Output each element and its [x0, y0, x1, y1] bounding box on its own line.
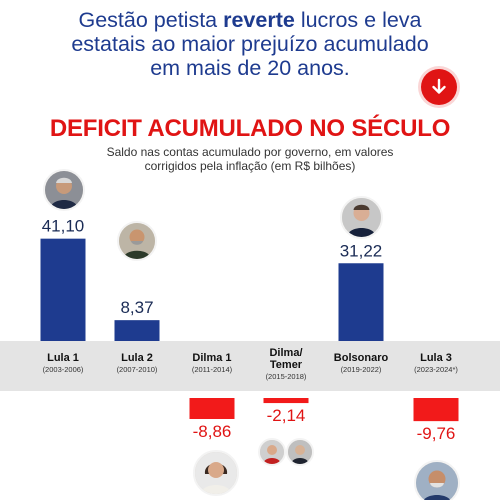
chart-subtitle: Saldo nas contas acumulado por governo, … — [0, 145, 500, 173]
category-label-1: Lula 1 (2003-2006) — [18, 352, 108, 375]
bar-5 — [338, 263, 384, 341]
category-label-2: Lula 2 (2007-2010) — [92, 352, 182, 375]
category-period: (2019-2022) — [340, 365, 382, 374]
category-name: Lula 2 — [121, 352, 153, 364]
avatar-bolsonaro — [340, 196, 383, 239]
category-name: Temer — [269, 359, 303, 371]
headline: Gestão petista reverte lucros e leva est… — [0, 8, 500, 80]
avatar-lula-2 — [117, 221, 157, 261]
value-label-5: 31,22 — [340, 241, 383, 260]
category-label-5: Bolsonaro (2019-2022) — [316, 352, 406, 375]
category-period: (2015-2018) — [265, 372, 307, 381]
avatar-dilma — [193, 450, 239, 496]
category-period: (2003-2006) — [42, 365, 84, 374]
value-label-1: 41,10 — [42, 217, 85, 236]
category-label-3: Dilma 1 (2011-2014) — [167, 352, 257, 375]
headline-line-3: em mais de 20 anos. — [150, 56, 350, 80]
value-label-4: -2,14 — [267, 406, 306, 425]
category-name: Lula 1 — [47, 352, 79, 364]
headline-emphasis: reverte — [223, 8, 295, 32]
category-period: (2011-2014) — [191, 365, 233, 374]
avatar-lula-3 — [414, 460, 460, 500]
bar-3 — [189, 398, 235, 419]
value-label-2: 8,37 — [120, 298, 153, 317]
bar-2 — [114, 320, 160, 341]
category-name: Lula 3 — [420, 352, 452, 364]
avatar-lula-1 — [43, 169, 85, 211]
category-name: Dilma 1 — [192, 352, 232, 364]
headline-line-2: estatais ao maior prejuízo acumulado — [71, 32, 429, 56]
category-label-4: Dilma/Temer (2015-2018) — [241, 347, 331, 382]
category-label-6: Lula 3 (2023-2024*) — [391, 352, 481, 375]
category-band — [0, 341, 500, 391]
category-name: Dilma/ — [269, 347, 303, 359]
chart-subtitle-line-2: corrigidos pela inflação (em R$ bilhões) — [144, 159, 356, 173]
category-name: Bolsonaro — [333, 352, 389, 364]
category-period: (2023-2024*) — [414, 365, 458, 374]
bar-4 — [263, 398, 309, 404]
chart-title: DEFICIT ACUMULADO NO SÉCULO — [49, 115, 451, 142]
bar-6 — [413, 398, 459, 422]
avatar-dilma-small — [258, 438, 286, 466]
arrow-down-icon — [421, 69, 457, 105]
avatar-temer — [286, 438, 314, 466]
value-label-6: -9,76 — [417, 424, 456, 443]
bar-1 — [40, 238, 86, 341]
value-label-3: -8,86 — [193, 422, 232, 441]
headline-line-1: Gestão petista reverte lucros e leva — [78, 8, 422, 32]
category-period: (2007-2010) — [116, 365, 158, 374]
chart-subtitle-line-1: Saldo nas contas acumulado por governo, … — [106, 145, 394, 159]
